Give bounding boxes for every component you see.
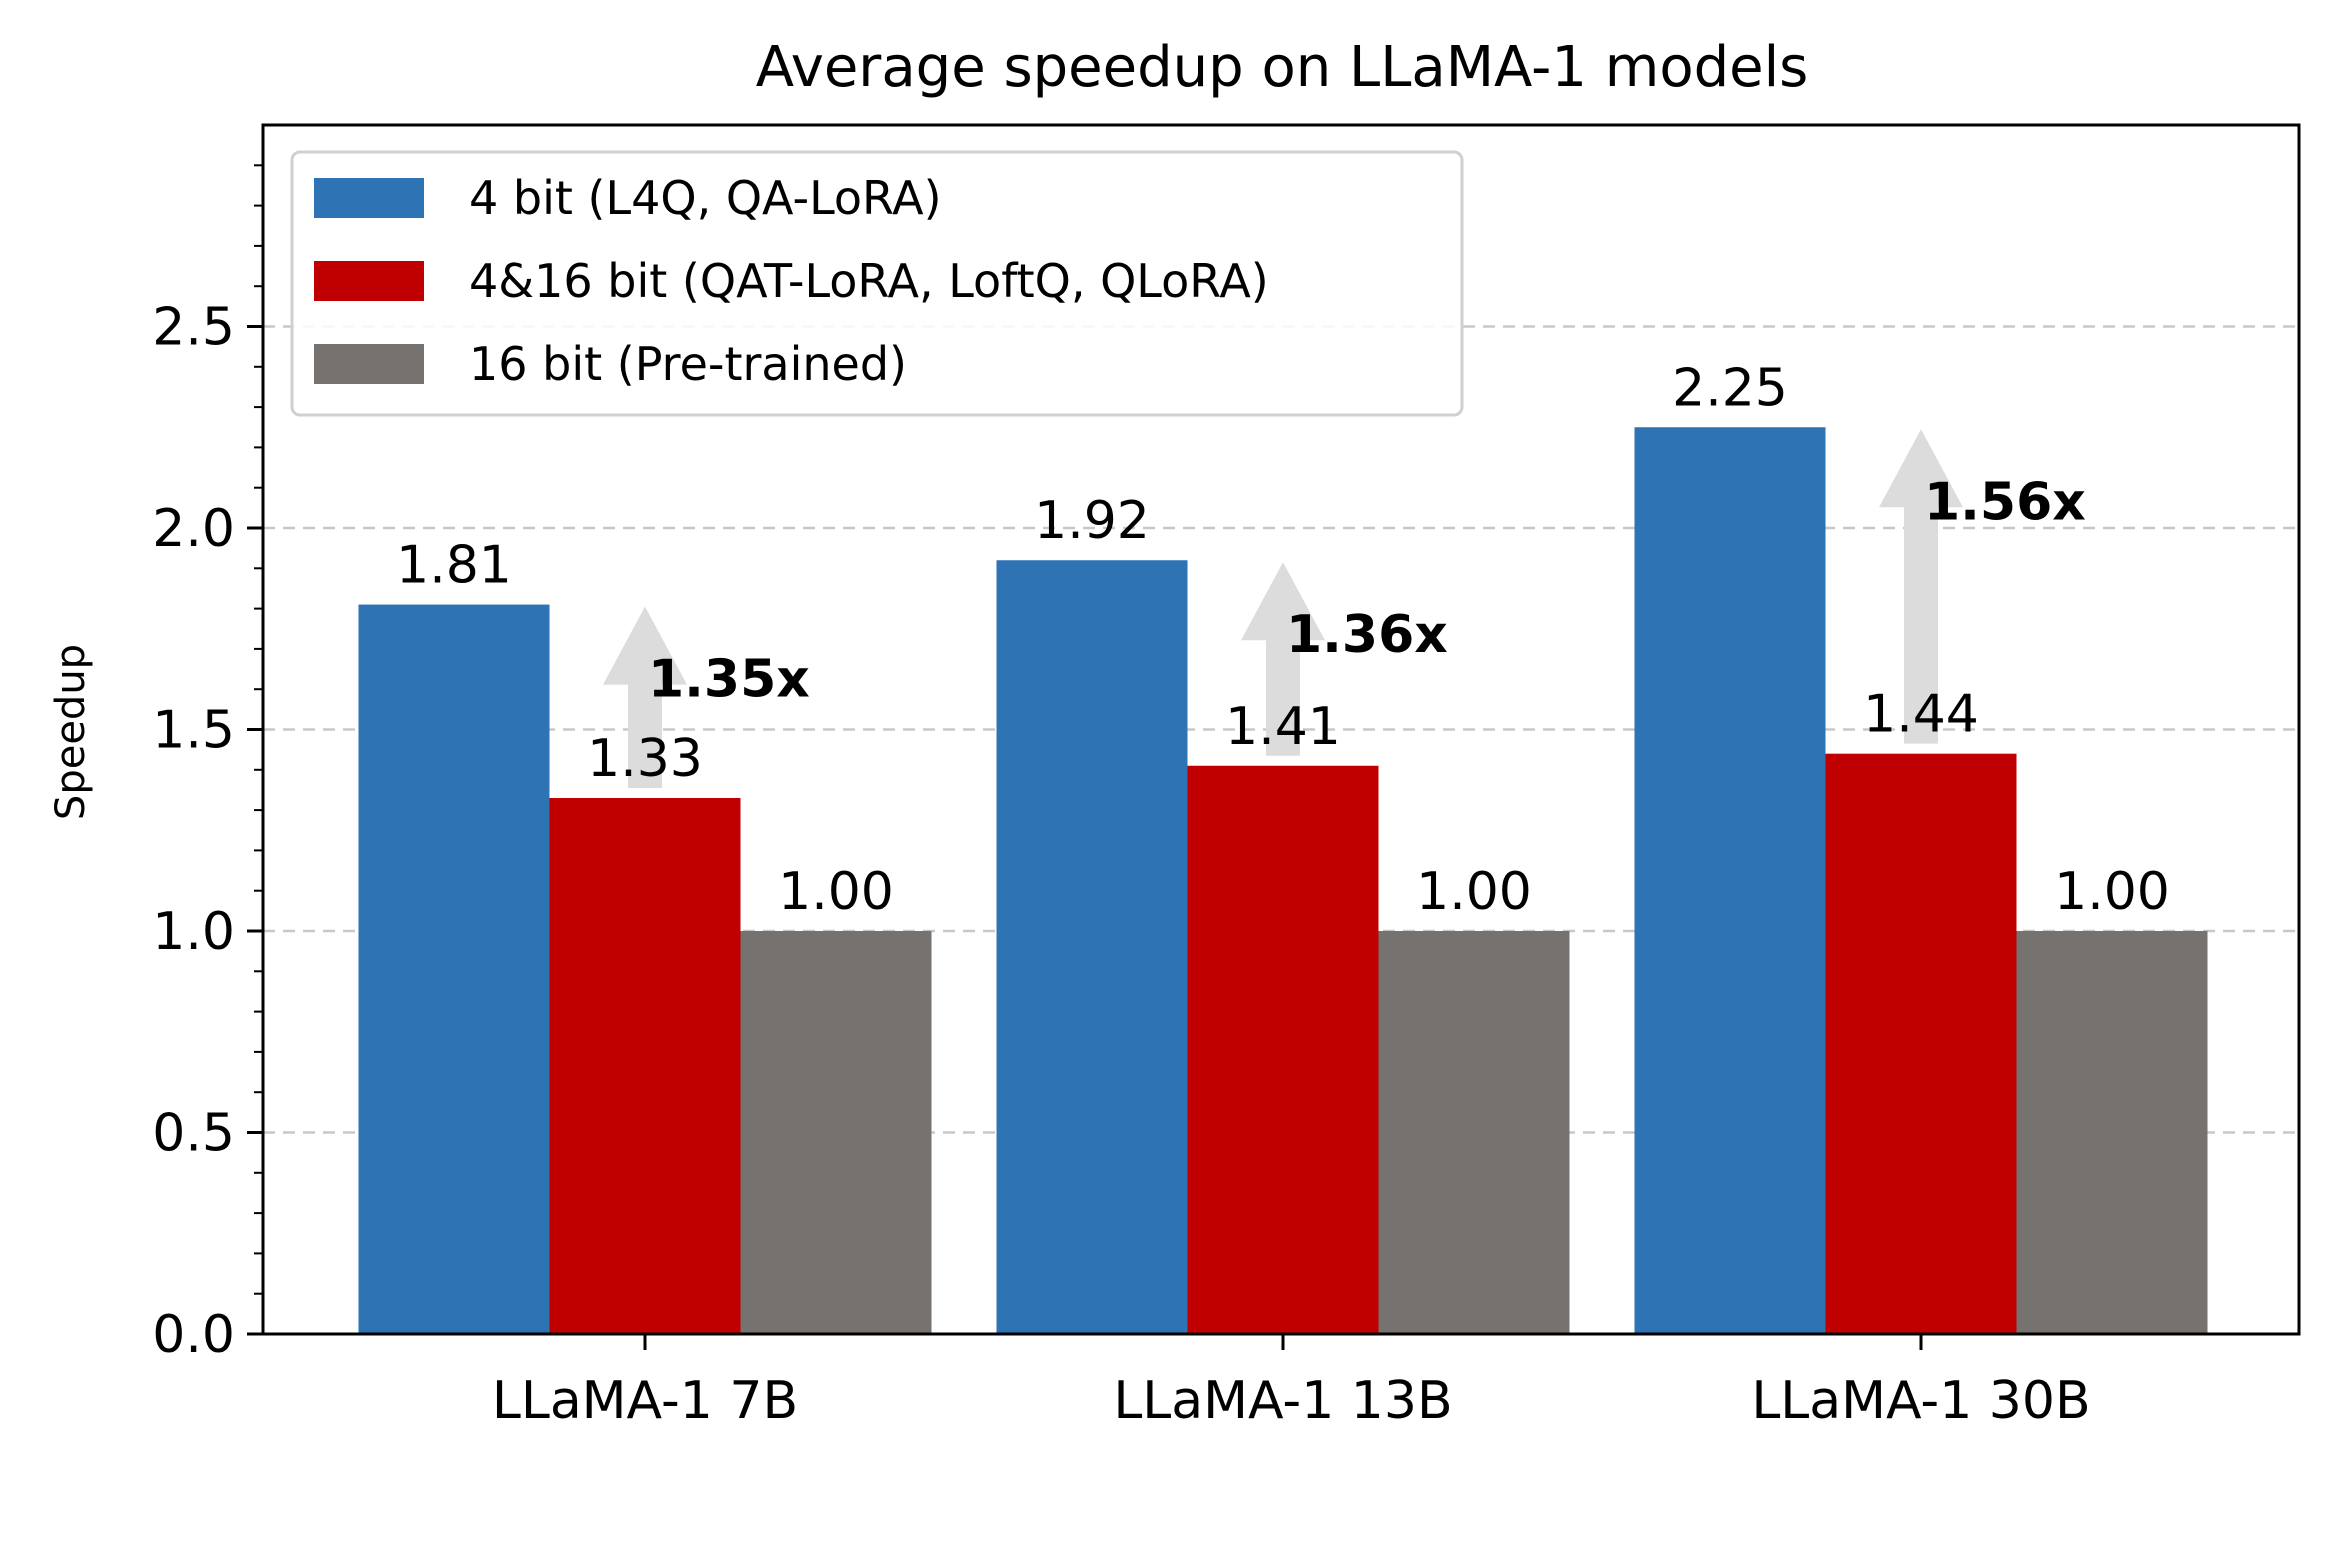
data-labels: 1.81 1.33 1.00 1.92 1.41 1.00 2.25 1.44 1.00 1.35… [396,358,2170,922]
bar [1378,931,1570,1334]
speedup-ratio-label: 1.56x [1924,472,2086,532]
x-tick-label: LLaMA-1 30B [1751,1371,2090,1431]
speedup-arrow [1241,562,1325,756]
x-tick-label: LLaMA-1 7B [492,1371,798,1431]
bar [549,798,741,1334]
legend-swatch [314,261,424,301]
bar [1634,427,1826,1334]
y-tick-label: 0.5 [152,1104,235,1164]
bar-value-label: 1.92 [1034,491,1150,551]
y-tick-label: 2.5 [152,298,235,358]
bar [1825,753,2017,1334]
bar-value-label: 2.25 [1672,358,1788,418]
bar [996,560,1188,1334]
bars [358,427,2208,1334]
speedup-arrow [1879,429,1963,744]
legend-entry-label: 4 bit (L4Q, QA-LoRA) [469,171,942,225]
legend-swatch [314,178,424,218]
y-tick-label: 2.0 [152,499,235,559]
y-tick-label: 0.0 [152,1305,235,1365]
legend-entry-label: 4&16 bit (QAT-LoRA, LoftQ, QLoRA) [469,254,1269,308]
y-tick-label: 1.0 [152,902,235,962]
bar [2016,931,2208,1334]
bar-value-label: 1.00 [1416,862,1532,922]
speedup-ratio-label: 1.36x [1286,605,1448,665]
bar-value-label: 1.33 [587,729,703,789]
legend-swatch [314,344,424,384]
chart-title: Average speedup on LLaMA-1 models [756,35,1809,100]
y-axis-label: Speedup [48,644,94,820]
speedup-ratio-label: 1.35x [648,650,810,710]
legend-box [290,150,1464,417]
legend-entry-label: 16 bit (Pre-trained) [469,337,907,391]
bar-value-label: 1.00 [2054,862,2170,922]
bar-value-label: 1.44 [1863,685,1979,745]
legend: 4 bit (L4Q, QA-LoRA) 4&16 bit (QAT-LoRA, … [290,150,1464,417]
bar-value-label: 1.41 [1225,697,1341,757]
speedup-arrow [603,606,687,789]
y-tick-label: 1.5 [152,701,235,761]
speedup-arrows [603,429,1963,789]
bar [740,931,932,1334]
bar-value-label: 1.00 [778,862,894,922]
x-tick-label: LLaMA-1 13B [1113,1371,1452,1431]
axes: 0.0 0.5 1.0 1.5 2.0 2.5 LLaMA-1 7B LLaMA-1 13B L… [152,164,2091,1431]
bar [358,604,550,1334]
bar [1187,765,1379,1334]
bar-value-label: 1.81 [396,536,512,596]
